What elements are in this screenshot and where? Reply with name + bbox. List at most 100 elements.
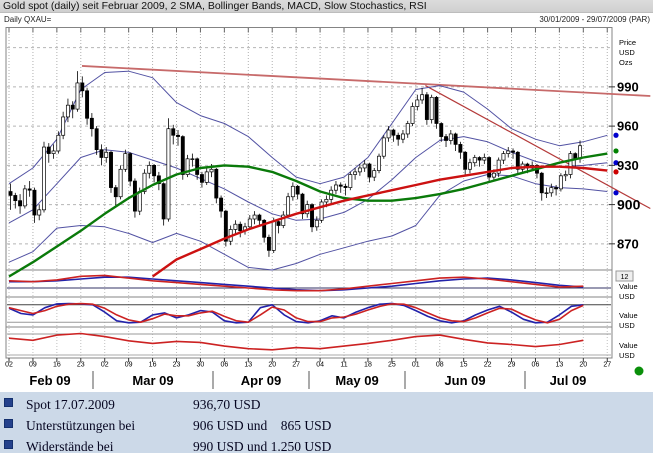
candle-body: [314, 219, 319, 228]
resistance-label: Widerstände bei: [26, 439, 114, 453]
candle-body: [429, 96, 434, 120]
day-tick-label: 01: [412, 362, 420, 369]
candle-body: [161, 183, 166, 220]
candle-body: [357, 167, 362, 173]
day-tick-label: 23: [173, 362, 181, 369]
day-tick-label: 06: [532, 362, 540, 369]
price-axis-label: 960: [617, 119, 639, 134]
candle-body: [118, 168, 123, 198]
candle-body: [386, 129, 391, 139]
candle-body: [152, 165, 157, 177]
candle-body: [238, 223, 243, 232]
candle-body: [286, 196, 291, 216]
candle-body: [563, 174, 568, 177]
candle-body: [434, 96, 439, 124]
day-tick-label: 23: [77, 362, 85, 369]
square-bullet-icon: [4, 398, 13, 407]
macd-signal-line: [9, 276, 584, 292]
trendline-long: [81, 65, 651, 97]
support-label: Unterstützungen bei: [26, 418, 136, 433]
sma-red-line: [151, 165, 608, 278]
bollinger-middle-line: [8, 136, 608, 224]
day-tick-label: 09: [125, 362, 133, 369]
sma-green-line: [8, 152, 608, 278]
candle-body: [171, 128, 176, 136]
candle-body: [391, 129, 396, 136]
candle-body: [195, 158, 200, 175]
candle-body: [405, 123, 410, 135]
candle-body: [448, 133, 453, 141]
last-value-dot: [613, 190, 619, 196]
candle-body: [233, 223, 238, 230]
candle-body: [305, 204, 310, 215]
day-tick-label: 08: [436, 362, 444, 369]
candle-body: [310, 204, 314, 228]
candle-body: [458, 144, 463, 153]
candle-body: [123, 153, 128, 170]
day-tick-label: 27: [603, 362, 611, 369]
day-tick-label: 02: [5, 362, 13, 369]
day-tick-label: 16: [149, 362, 157, 369]
candle-body: [128, 153, 133, 182]
day-tick-label: 13: [555, 362, 563, 369]
value-axis-label: USD: [619, 292, 635, 301]
rsi-panel-border: [5, 326, 613, 359]
candle-body: [137, 191, 142, 212]
title-bar: Gold spot (daily) seit Februar 2009, 2 S…: [0, 0, 653, 13]
price-axis-label: 990: [617, 79, 639, 94]
candle-body: [27, 188, 32, 191]
chart-title: Gold spot (daily) seit Februar 2009, 2 S…: [3, 0, 427, 12]
candle-body: [22, 188, 27, 207]
candle-body: [70, 104, 75, 110]
candle-body: [482, 157, 487, 161]
stochastic-d-line: [8, 302, 584, 324]
candle-body: [262, 219, 267, 238]
candle-body: [219, 197, 224, 212]
candle-body: [295, 185, 300, 195]
date-range-label: 30/01/2009 - 29/07/2009 (PAR): [539, 15, 650, 24]
price-axis-label: 900: [617, 197, 641, 213]
candle-body: [401, 133, 405, 140]
day-tick-label: 15: [460, 362, 468, 369]
candle-body: [496, 159, 501, 174]
candle-body: [515, 151, 520, 170]
day-tick-label: 11: [340, 362, 347, 369]
price-axis-unit-label: Ozs: [619, 58, 633, 67]
candle-body: [420, 94, 425, 101]
candle-body: [85, 90, 90, 119]
day-tick-label: 02: [101, 362, 109, 369]
candle-body: [65, 104, 70, 118]
candle-body: [377, 155, 381, 171]
day-tick-label: 25: [388, 362, 396, 369]
candle-body: [558, 175, 563, 190]
month-label: Jun 09: [444, 373, 485, 388]
candle-body: [544, 192, 549, 194]
candle-body: [281, 214, 286, 226]
info-panel: Spot 17.07.2009 936,70 USD Unterstützunge…: [0, 392, 653, 453]
info-row-spot: Spot 17.07.2009 936,70 USD: [0, 395, 653, 415]
candle-body: [319, 201, 324, 221]
candle-body: [257, 214, 262, 221]
candle-body: [180, 136, 185, 175]
candle-body: [223, 210, 228, 242]
candle-body: [372, 170, 377, 178]
candle-body: [415, 99, 420, 107]
month-label: Feb 09: [29, 373, 70, 388]
candle-body: [166, 128, 171, 220]
candle-body: [353, 171, 358, 175]
value-axis-label: Value: [619, 341, 638, 350]
candle-body: [487, 157, 492, 178]
candle-body: [439, 123, 444, 137]
square-bullet-icon: [4, 419, 13, 428]
day-tick-label: 18: [364, 362, 372, 369]
day-tick-label: 27: [292, 362, 300, 369]
price-axis-label: 870: [617, 236, 639, 251]
candle-body: [362, 163, 367, 169]
candle-body: [209, 168, 214, 173]
candle-body: [271, 221, 276, 251]
candle-body: [506, 150, 511, 154]
candle-body: [89, 117, 94, 130]
day-tick-label: 22: [484, 362, 492, 369]
candle-body: [381, 137, 386, 157]
candle-body: [176, 134, 180, 137]
